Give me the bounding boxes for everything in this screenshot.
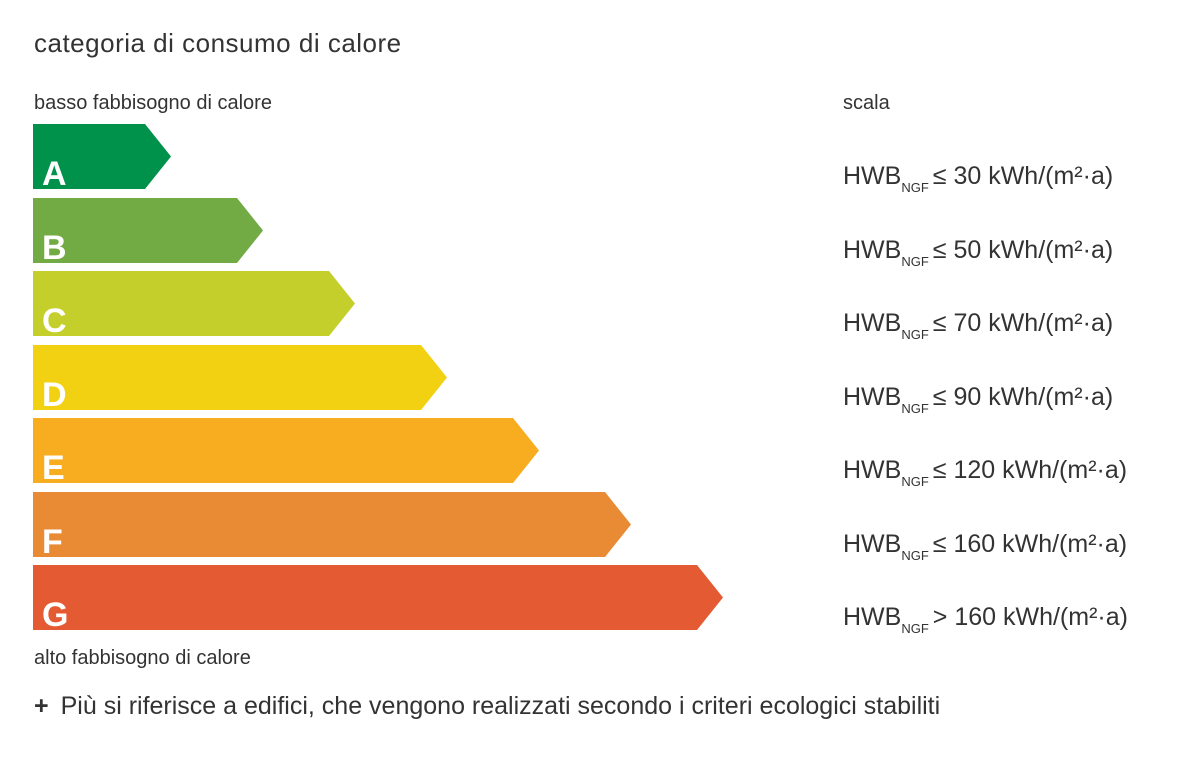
plus-icon: + [34, 692, 49, 720]
scale-prefix: HWB [843, 383, 902, 411]
scale-limit: ≤ 50 kWh/(m²·a) [932, 236, 1114, 264]
scale-limit: ≤ 70 kWh/(m²·a) [932, 309, 1114, 337]
scale-row-d: HWBNGF ≤ 90 kWh/(m²·a) [843, 383, 1114, 416]
scale-row-f: HWBNGF ≤ 160 kWh/(m²·a) [843, 530, 1128, 563]
energy-class-letter: E [42, 449, 65, 487]
energy-class-letter: B [42, 229, 67, 267]
scale-limit: ≤ 30 kWh/(m²·a) [932, 162, 1114, 190]
scale-prefix: HWB [843, 530, 902, 558]
scale-limit: ≤ 120 kWh/(m²·a) [932, 456, 1128, 484]
scale-subscript: NGF [901, 254, 929, 269]
scale-limit: ≤ 90 kWh/(m²·a) [932, 383, 1114, 411]
scale-row-g: HWBNGF > 160 kWh/(m²·a) [843, 603, 1128, 636]
energy-bar-d: D [33, 345, 447, 410]
energy-class-letter: G [42, 596, 69, 634]
energy-bar-g: G [33, 565, 723, 630]
scale-prefix: HWB [843, 456, 902, 484]
scale-subscript: NGF [901, 401, 929, 416]
scale-prefix: HWB [843, 309, 902, 337]
scale-subscript: NGF [901, 548, 929, 563]
scale-row-a: HWBNGF ≤ 30 kWh/(m²·a) [843, 162, 1114, 195]
energy-bar-e: E [33, 418, 539, 483]
scale-heading: scala [843, 92, 890, 114]
energy-class-letter: C [42, 302, 67, 340]
high-demand-label: alto fabbisogno di calore [34, 647, 251, 669]
scale-limit: > 160 kWh/(m²·a) [932, 603, 1128, 631]
energy-class-letter: A [42, 155, 67, 193]
scale-prefix: HWB [843, 236, 902, 264]
scale-row-b: HWBNGF ≤ 50 kWh/(m²·a) [843, 236, 1114, 269]
low-demand-label: basso fabbisogno di calore [34, 92, 272, 114]
scale-limit: ≤ 160 kWh/(m²·a) [932, 530, 1128, 558]
scale-subscript: NGF [901, 180, 929, 195]
scale-prefix: HWB [843, 162, 902, 190]
scale-subscript: NGF [901, 621, 929, 636]
scale-row-e: HWBNGF ≤ 120 kWh/(m²·a) [843, 456, 1128, 489]
energy-class-letter: F [42, 523, 63, 561]
energy-bar-f: F [33, 492, 631, 557]
energy-bar-b: B [33, 198, 263, 263]
energy-class-letter: D [42, 376, 67, 414]
energy-bar-a: A [33, 124, 171, 189]
scale-subscript: NGF [901, 474, 929, 489]
energy-bar-c: C [33, 271, 355, 336]
page-title: categoria di consumo di calore [34, 28, 402, 58]
scale-row-c: HWBNGF ≤ 70 kWh/(m²·a) [843, 309, 1114, 342]
footnote: + Più si riferisce a edifici, che vengono… [34, 692, 940, 721]
scale-prefix: HWB [843, 603, 902, 631]
scale-subscript: NGF [901, 327, 929, 342]
footnote-text: Più si riferisce a edifici, che vengono … [60, 692, 941, 720]
